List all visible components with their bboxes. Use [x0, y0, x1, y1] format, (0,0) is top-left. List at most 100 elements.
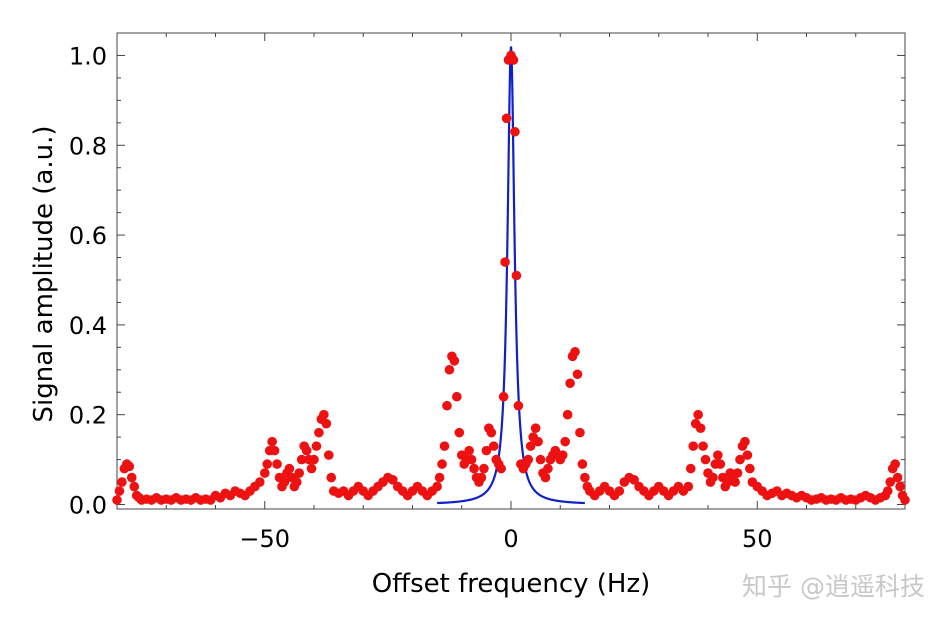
x-tick-label: 50 — [742, 525, 773, 553]
data-point — [479, 463, 489, 474]
data-point — [730, 477, 740, 487]
data-point — [314, 427, 324, 438]
x-tick-label: −50 — [239, 525, 290, 553]
data-point — [442, 400, 452, 411]
plot-frame — [116, 32, 906, 510]
data-point — [124, 461, 135, 472]
data-point — [540, 472, 551, 483]
data-point — [698, 441, 708, 451]
x-tick-label: 0 — [503, 525, 518, 553]
data-point — [715, 459, 726, 469]
data-point — [434, 472, 445, 483]
y-axis-label: Signal amplitude (a.u.) — [29, 125, 59, 422]
data-point — [129, 481, 140, 492]
data-point — [469, 463, 479, 474]
data-marks — [112, 46, 910, 505]
data-point — [523, 454, 534, 465]
data-point — [454, 427, 465, 438]
data-point — [284, 463, 295, 474]
data-point — [114, 486, 125, 496]
y-tick-label: 0.2 — [69, 402, 107, 430]
data-point — [892, 472, 903, 483]
data-point — [688, 441, 699, 451]
data-point — [535, 454, 546, 465]
data-point — [513, 400, 524, 411]
data-point — [117, 477, 127, 487]
data-point — [511, 270, 522, 281]
data-point — [562, 409, 573, 420]
data-point — [735, 454, 745, 465]
data-point — [614, 486, 625, 496]
data-point — [255, 477, 265, 487]
data-point — [570, 347, 580, 357]
data-point — [259, 468, 270, 478]
tick-group — [116, 33, 906, 509]
data-point — [279, 477, 290, 487]
data-point — [732, 468, 743, 478]
data-point — [388, 475, 398, 485]
data-point — [560, 436, 570, 447]
watermark: 知乎 @逍遥科技 — [742, 572, 925, 601]
data-point — [432, 481, 442, 492]
tick-label-group: −50 0 50 0.0 0.2 0.4 0.6 0.8 1.0 — [69, 42, 773, 553]
data-point — [437, 459, 447, 469]
data-point — [476, 472, 487, 483]
data-point — [900, 495, 910, 505]
data-point — [444, 364, 455, 375]
data-point — [267, 436, 277, 447]
fit-line — [437, 46, 585, 505]
data-point — [296, 454, 307, 465]
y-tick-label: 0.4 — [69, 312, 107, 340]
data-point — [565, 378, 575, 389]
data-point — [449, 356, 460, 366]
data-point — [496, 463, 506, 474]
data-point — [575, 427, 585, 438]
data-point — [629, 475, 639, 485]
data-point — [309, 454, 319, 465]
data-point — [508, 55, 519, 65]
data-point — [323, 450, 334, 460]
data-point — [543, 463, 553, 474]
data-point — [488, 441, 499, 451]
data-point — [685, 463, 696, 474]
data-point — [693, 409, 703, 420]
data-point — [262, 459, 273, 469]
data-point — [486, 427, 497, 438]
y-tick-label: 0.8 — [69, 132, 107, 160]
data-point — [510, 126, 520, 137]
data-point — [700, 454, 711, 465]
y-tick-label: 0.6 — [69, 222, 107, 250]
data-point — [695, 423, 706, 433]
data-point — [577, 459, 588, 469]
data-point — [713, 450, 723, 460]
data-point — [533, 436, 543, 447]
x-axis-label: Offset frequency (Hz) — [372, 569, 651, 599]
data-point — [885, 477, 896, 487]
data-point — [112, 495, 122, 505]
data-point — [501, 113, 512, 124]
data-point — [269, 445, 280, 456]
data-point — [683, 481, 694, 492]
data-point — [580, 472, 590, 483]
data-point — [466, 454, 477, 465]
data-point — [301, 445, 312, 456]
data-point — [882, 486, 893, 496]
data-point — [890, 459, 900, 469]
data-point — [481, 445, 492, 456]
y-tick-label: 0.0 — [69, 492, 107, 520]
data-point — [126, 472, 137, 483]
data-point — [742, 450, 753, 460]
data-point — [525, 441, 536, 451]
data-point — [740, 436, 750, 447]
data-point — [500, 257, 510, 267]
data-point — [895, 481, 905, 492]
data-point — [439, 441, 450, 451]
data-point — [319, 409, 329, 420]
data-point — [572, 369, 583, 380]
data-point — [294, 468, 305, 478]
data-point — [557, 450, 568, 460]
data-point — [291, 477, 302, 487]
data-point — [306, 463, 317, 474]
data-point — [272, 459, 282, 469]
